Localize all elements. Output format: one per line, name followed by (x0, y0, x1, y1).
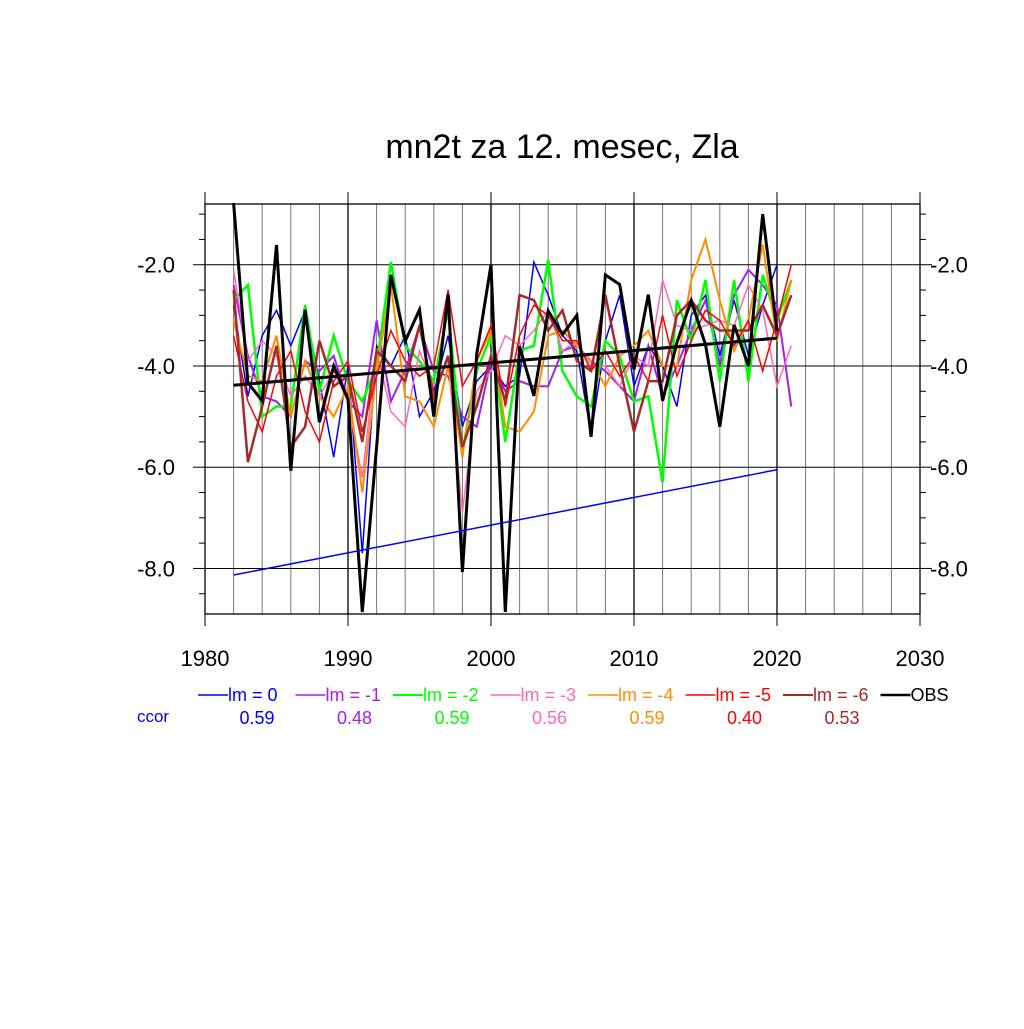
legend-label: lm = -4 (618, 685, 674, 705)
ccor-value: 0.48 (337, 708, 372, 728)
x-tick-label: 2030 (896, 646, 945, 671)
chart-title: mn2t za 12. mesec, Zla (385, 128, 738, 166)
ccor-value: 0.59 (239, 708, 274, 728)
x-tick-label: 2000 (467, 646, 516, 671)
y-tick-label-left: -8.0 (137, 556, 175, 581)
x-tick-label: 1990 (324, 646, 373, 671)
y-tick-label-left: -6.0 (137, 455, 175, 480)
y-tick-label-left: -4.0 (137, 354, 175, 379)
y-tick-label-left: -2.0 (137, 253, 175, 278)
ccor-value: 0.40 (727, 708, 762, 728)
series-line-obs (232, 202, 779, 613)
plot-frame (204, 203, 921, 615)
series-line-lm-6 (232, 289, 793, 463)
legend-label: lm = -1 (326, 685, 382, 705)
legend-label: OBS (911, 685, 949, 705)
ccor-label: ccor (137, 707, 169, 726)
y-tick-label-right: -2.0 (930, 253, 968, 278)
axes: 1980 1990 2000 2010 2020 2030 -2.0 -2.0 -4.0 -4.0… (137, 192, 968, 671)
y-tick-label-right: -4.0 (930, 354, 968, 379)
y-tick-label-right: -8.0 (930, 556, 968, 581)
trend-line (233, 469, 778, 576)
trend-line (233, 336, 778, 387)
ccor-value: 0.56 (532, 708, 567, 728)
series-line-lm-4 (232, 235, 793, 493)
legend-label: lm = -6 (813, 685, 869, 705)
ccor-value: 0.59 (434, 708, 469, 728)
legend-label: lm = -5 (716, 685, 772, 705)
series-group (232, 202, 793, 613)
legend-label: lm = -3 (521, 685, 577, 705)
legend: ccor lm = 0 0.59 lm = -1 0.48 lm = -2 0.59 lm =… (137, 685, 949, 728)
grid (205, 204, 920, 614)
legend-label: lm = 0 (228, 685, 278, 705)
ccor-value: 0.59 (629, 708, 664, 728)
x-tick-label: 1980 (181, 646, 230, 671)
legend-label: lm = -2 (423, 685, 479, 705)
x-tick-label: 2020 (753, 646, 802, 671)
x-tick-label: 2010 (610, 646, 659, 671)
y-tick-label-right: -6.0 (930, 455, 968, 480)
ccor-value: 0.53 (824, 708, 859, 728)
